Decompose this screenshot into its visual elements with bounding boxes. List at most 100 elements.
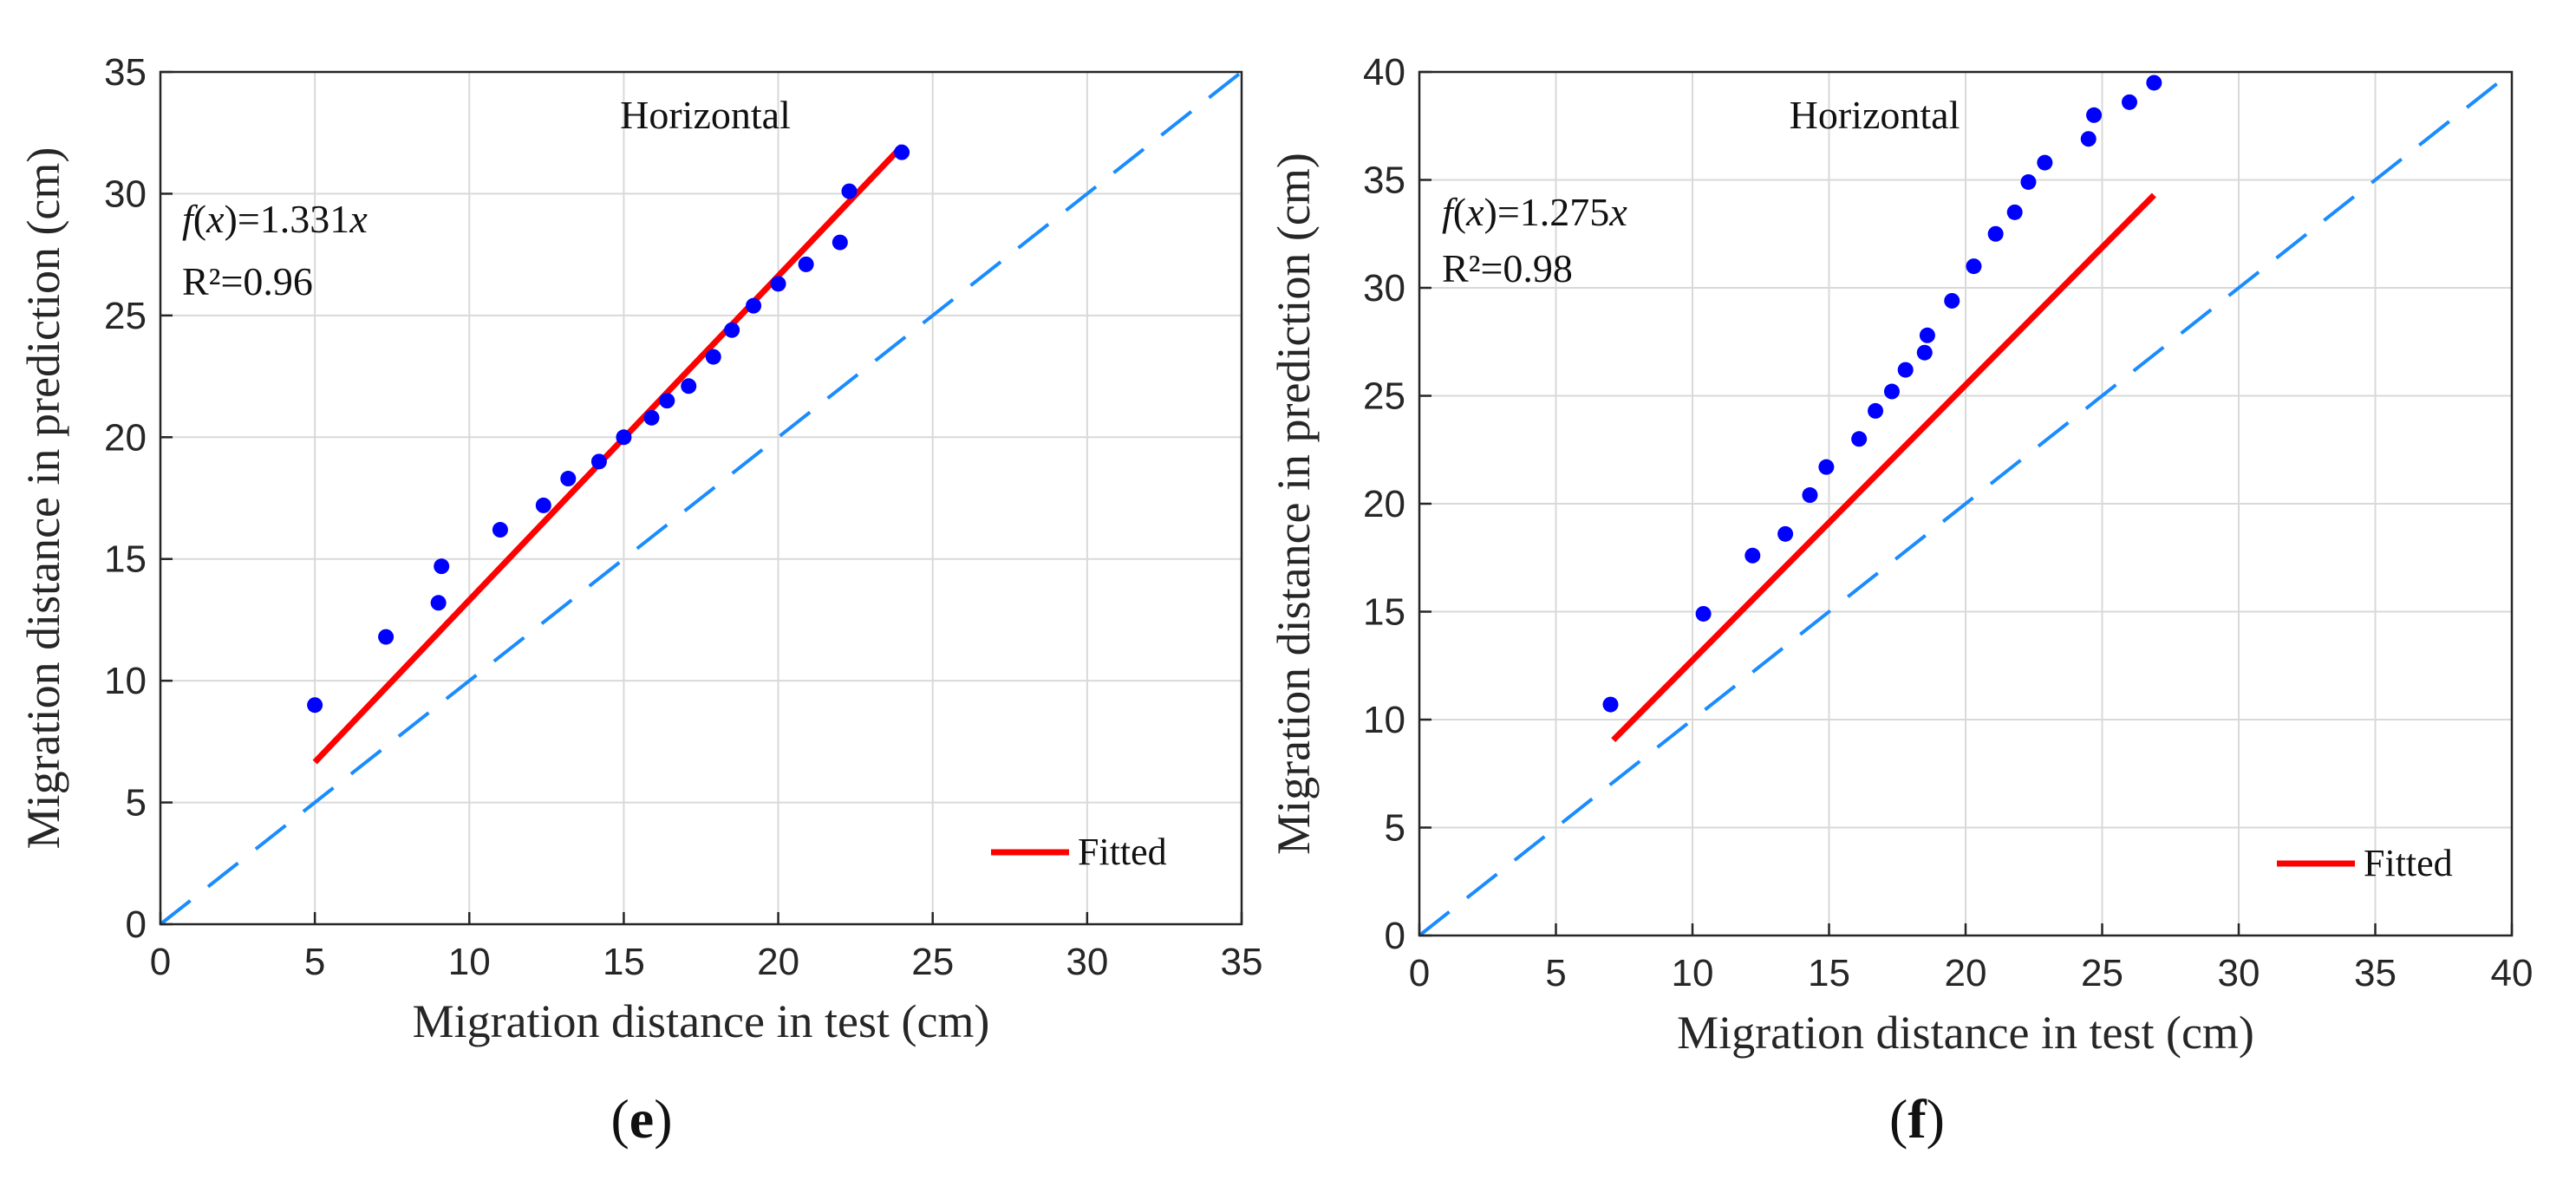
x-tick-label: 5: [1545, 952, 1566, 994]
fit-equation: f(x)=1.331x: [182, 197, 368, 241]
x-tick-label: 25: [911, 941, 954, 983]
data-point: [1695, 605, 1712, 622]
data-point: [492, 522, 508, 538]
equation-variable: x: [205, 197, 225, 241]
y-tick-label: 25: [104, 295, 147, 337]
data-point: [2146, 75, 2162, 91]
data-point: [434, 558, 450, 575]
y-tick-label: 15: [104, 538, 147, 581]
chart-panel-f: 0 5 10 15 20 25 30 35 40 0 5 10 15 20 25 30 35 40 Migratio…: [1268, 51, 2533, 1150]
chart-title: Horizontal: [620, 93, 791, 137]
equation-variable-trailing: x: [1608, 190, 1627, 234]
x-axis-label: Migration distance in test (cm): [413, 995, 990, 1047]
x-tick-label: 40: [2491, 952, 2534, 994]
x-tick-label: 20: [1945, 952, 1987, 994]
data-point: [1602, 696, 1619, 713]
data-point: [659, 393, 675, 409]
data-point: [1944, 292, 1960, 309]
y-tick-label: 5: [1385, 807, 1405, 850]
data-point: [2122, 94, 2137, 110]
legend: Fitted: [991, 831, 1167, 873]
y-tick-label: 10: [104, 660, 147, 702]
data-point: [616, 429, 632, 446]
data-point: [643, 409, 660, 426]
x-tick-label: 0: [1409, 952, 1430, 994]
data-point: [535, 497, 551, 513]
x-tick-label: 10: [1672, 952, 1714, 994]
x-tick-label: 30: [1066, 941, 1108, 983]
data-point: [430, 595, 447, 611]
data-point: [2086, 107, 2103, 123]
reference-line-y-equals-x: [159, 70, 1243, 926]
fitted-line: [312, 144, 904, 765]
data-point: [746, 297, 762, 314]
data-point: [770, 276, 786, 292]
x-tick-label: 35: [1221, 941, 1263, 983]
equation-slope: =1.331: [238, 197, 349, 241]
data-point: [894, 144, 910, 160]
x-tick-label: 15: [603, 941, 645, 983]
data-point: [1745, 547, 1761, 564]
data-point: [724, 322, 740, 338]
y-tick-label: 10: [1363, 699, 1405, 741]
legend-label-fitted: Fitted: [1078, 831, 1167, 873]
x-tick-label: 25: [2081, 952, 2123, 994]
data-point: [1868, 402, 1884, 419]
x-tick-label: 20: [757, 941, 799, 983]
y-tick-label: 35: [104, 51, 147, 94]
x-tick-label: 0: [150, 941, 171, 983]
data-point: [1897, 362, 1914, 378]
x-tick-label: 10: [448, 941, 491, 983]
y-tick-label: 20: [1363, 483, 1405, 525]
x-tick-label: 15: [1808, 952, 1850, 994]
y-axis-label: Migration distance in prediction (cm): [1268, 153, 1320, 855]
data-point: [681, 378, 697, 394]
data-point: [2006, 204, 2023, 220]
data-point: [1919, 327, 1935, 343]
fit-equation: f(x)=1.275x: [1442, 190, 1627, 234]
equation-variable: x: [1465, 190, 1484, 234]
y-tick-label: 5: [126, 782, 147, 825]
panel-caption: (e): [610, 1088, 672, 1150]
data-point: [1966, 258, 1982, 275]
panel-letter: f: [1908, 1088, 1927, 1150]
legend-label-fitted: Fitted: [2364, 842, 2453, 884]
data-point: [1851, 431, 1868, 447]
legend: Fitted: [2277, 842, 2453, 884]
data-point: [590, 453, 607, 470]
data-point: [1987, 225, 2004, 242]
data-point: [705, 349, 721, 365]
data-point: [841, 183, 858, 199]
data-point: [378, 629, 395, 645]
data-point: [1777, 525, 1794, 542]
data-point: [1883, 383, 1900, 400]
data-point: [2020, 173, 2037, 190]
x-tick-label: 5: [304, 941, 325, 983]
chart-panel-e: 0 5 10 15 20 25 30 35 0 5 10 15 20 25 30 35 Migration di…: [17, 51, 1262, 1150]
y-axis-label: Migration distance in prediction (cm): [17, 147, 69, 850]
y-tick-label: 15: [1363, 591, 1405, 634]
fitted-line: [1611, 192, 2156, 743]
y-tick-label: 30: [104, 173, 147, 215]
data-point: [560, 471, 577, 487]
r-squared-label: R²=0.98: [1442, 246, 1573, 290]
y-tick-label: 30: [1363, 267, 1405, 310]
data-point: [2037, 154, 2053, 171]
data-point: [1802, 487, 1818, 504]
data-point: [2080, 131, 2097, 147]
chart-title: Horizontal: [1790, 93, 1960, 137]
y-tick-label: 20: [104, 416, 147, 459]
data-point: [1916, 344, 1933, 361]
y-tick-label: 0: [1385, 915, 1405, 957]
equation-slope: =1.275: [1497, 190, 1609, 234]
x-axis-label: Migration distance in test (cm): [1677, 1007, 2254, 1059]
equation-variable-trailing: x: [349, 197, 368, 241]
y-tick-label: 40: [1363, 51, 1405, 94]
reference-line-y-equals-x: [1418, 70, 2514, 937]
data-point: [798, 256, 814, 272]
y-tick-label: 0: [126, 903, 147, 946]
axes-box: [159, 70, 1243, 926]
panel-caption: (f): [1889, 1088, 1945, 1150]
x-tick-label: 30: [2218, 952, 2260, 994]
